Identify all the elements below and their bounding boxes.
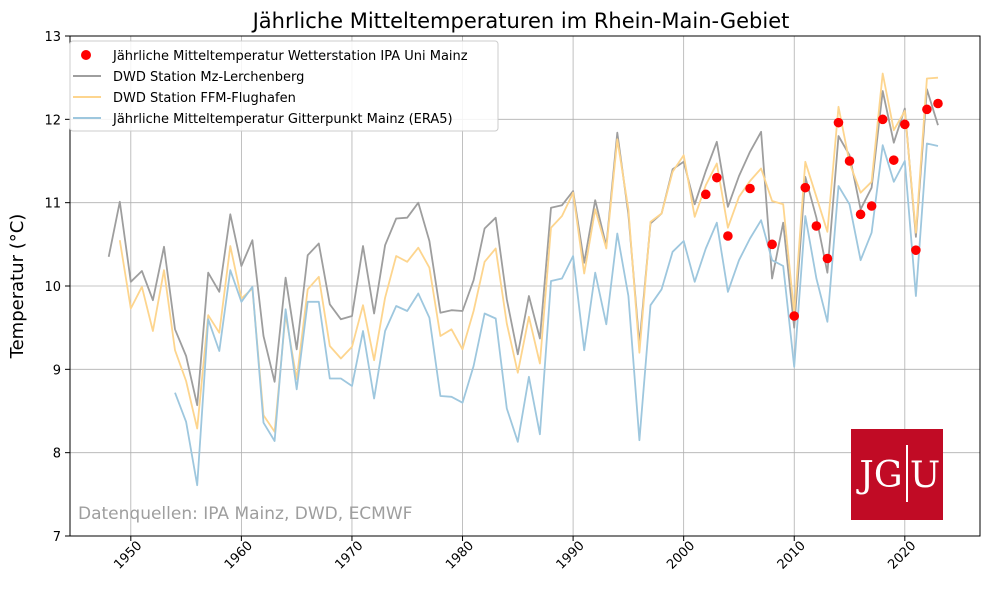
series-line-3 xyxy=(174,142,939,487)
legend-marker-0 xyxy=(81,50,91,60)
grid xyxy=(70,35,980,537)
data-point xyxy=(789,311,800,321)
x-tick-label: 2000 xyxy=(664,539,698,573)
data-point xyxy=(822,253,833,264)
series-line-1 xyxy=(107,88,939,407)
x-tick-label: 2020 xyxy=(885,539,919,573)
legend-box xyxy=(69,40,499,132)
data-point xyxy=(811,221,822,231)
data-point xyxy=(888,155,899,165)
data-point xyxy=(800,182,811,193)
data-point xyxy=(877,114,888,125)
data-point xyxy=(844,156,855,166)
legend-label-3: Jährliche Mitteltemperatur Gitterpunkt M… xyxy=(112,112,453,127)
x-tick-label: 1960 xyxy=(222,539,256,573)
data-point xyxy=(745,183,755,194)
source-annotation: Datenquellen: IPA Mainz, DWD, ECMWF xyxy=(78,504,412,524)
data-point xyxy=(767,239,777,250)
logo-text-left: JG xyxy=(855,455,902,496)
data-point xyxy=(900,119,910,130)
data-point xyxy=(712,172,722,183)
legend: Jährliche Mitteltemperatur Wetterstation… xyxy=(69,40,499,132)
y-tick-label: 7 xyxy=(53,530,61,545)
x-tick-label: 1980 xyxy=(443,539,477,573)
y-tick-label: 10 xyxy=(44,280,61,295)
data-point xyxy=(855,209,866,220)
y-tick-label: 11 xyxy=(44,197,61,212)
data-point xyxy=(911,245,921,255)
logo-text-right: U xyxy=(910,455,940,496)
series-layer xyxy=(107,72,943,487)
legend-label-0: Jährliche Mitteltemperatur Wetterstation… xyxy=(112,49,468,64)
x-tick-label: 1990 xyxy=(554,539,588,573)
logo-background xyxy=(851,429,943,520)
data-point xyxy=(833,117,844,128)
data-point xyxy=(933,98,943,109)
legend-label-1: DWD Station Mz-Lerchenberg xyxy=(113,70,304,85)
data-point xyxy=(922,104,932,115)
data-point xyxy=(723,231,733,241)
chart-title: Jährliche Mitteltemperaturen im Rhein-Ma… xyxy=(251,9,790,33)
x-tick-label: 1950 xyxy=(111,539,145,573)
y-tick-label: 9 xyxy=(53,363,61,378)
x-tick-label: 1970 xyxy=(332,539,366,573)
legend-label-2: DWD Station FFM-Flughafen xyxy=(113,91,296,106)
data-point xyxy=(700,189,711,200)
jgu-logo: JG U xyxy=(851,429,943,520)
data-point xyxy=(866,201,877,211)
y-tick-label: 13 xyxy=(44,30,61,45)
y-tick-label: 8 xyxy=(53,447,61,462)
y-tick-label: 12 xyxy=(44,113,61,128)
y-axis-label: Temperatur (°C) xyxy=(7,214,28,360)
x-tick-label: 2010 xyxy=(775,539,809,573)
